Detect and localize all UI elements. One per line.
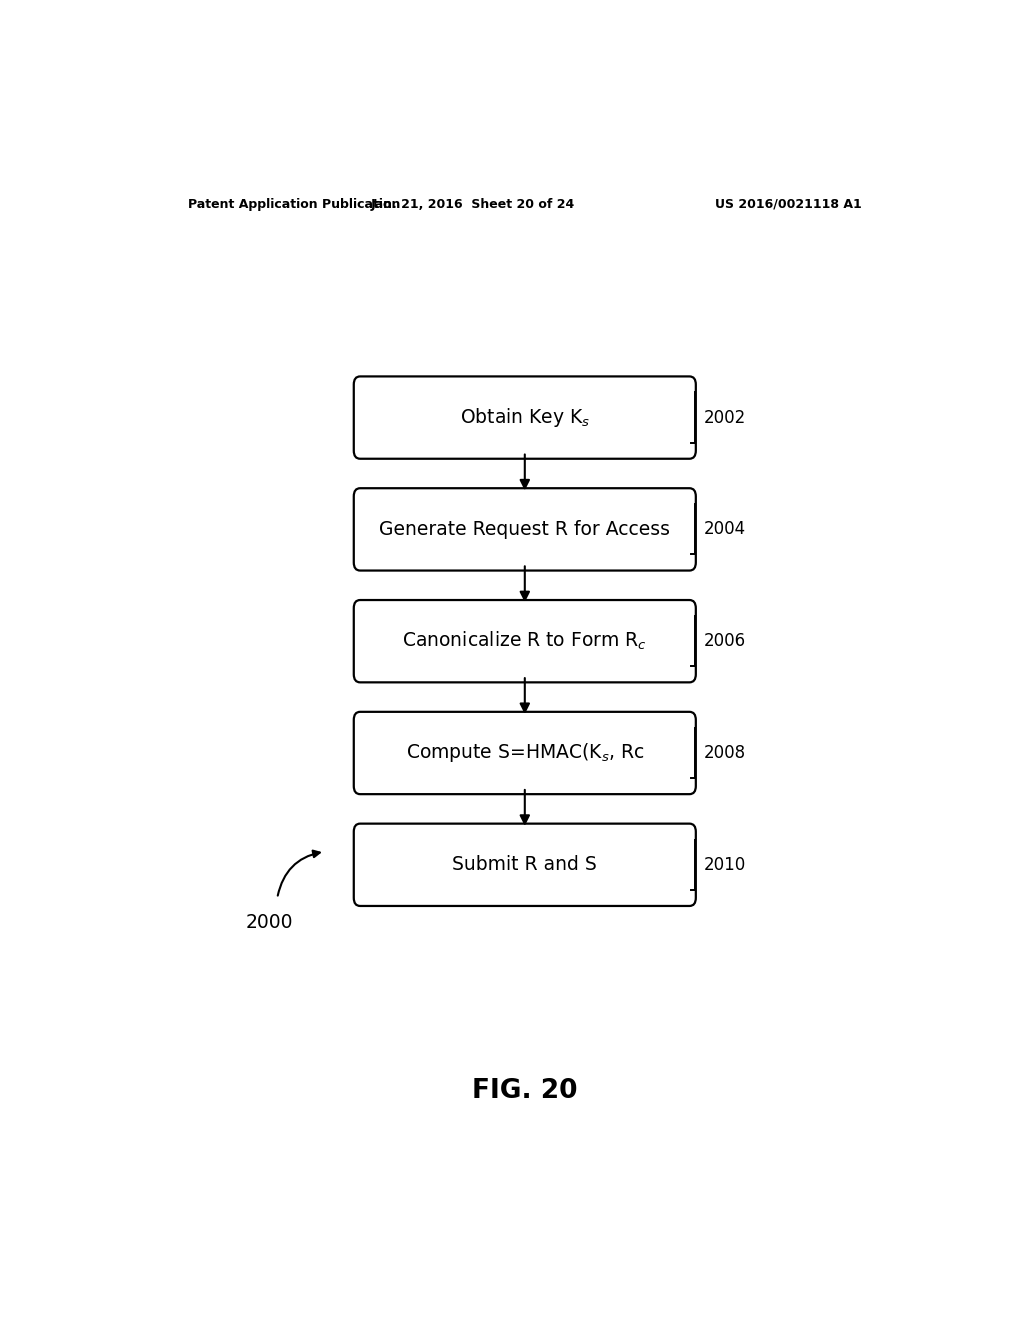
FancyBboxPatch shape	[353, 824, 696, 906]
Text: Jan. 21, 2016  Sheet 20 of 24: Jan. 21, 2016 Sheet 20 of 24	[371, 198, 575, 211]
FancyBboxPatch shape	[353, 488, 696, 570]
Text: 2000: 2000	[246, 912, 293, 932]
Text: FIG. 20: FIG. 20	[472, 1078, 578, 1105]
Text: Canonicalize R to Form R$_{c}$: Canonicalize R to Form R$_{c}$	[402, 630, 647, 652]
Text: Submit R and S: Submit R and S	[453, 855, 597, 874]
FancyBboxPatch shape	[353, 376, 696, 459]
Text: 2008: 2008	[703, 744, 745, 762]
Text: Obtain Key K$_{s}$: Obtain Key K$_{s}$	[460, 407, 590, 429]
Text: Compute S=HMAC(K$_{s}$, Rc: Compute S=HMAC(K$_{s}$, Rc	[406, 742, 644, 764]
FancyBboxPatch shape	[353, 711, 696, 795]
Text: US 2016/0021118 A1: US 2016/0021118 A1	[716, 198, 862, 211]
FancyBboxPatch shape	[353, 601, 696, 682]
Text: 2010: 2010	[703, 855, 745, 874]
Text: 2004: 2004	[703, 520, 745, 539]
Text: 2002: 2002	[703, 409, 745, 426]
Text: Generate Request R for Access: Generate Request R for Access	[379, 520, 671, 539]
Text: Patent Application Publication: Patent Application Publication	[187, 198, 400, 211]
Text: 2006: 2006	[703, 632, 745, 651]
